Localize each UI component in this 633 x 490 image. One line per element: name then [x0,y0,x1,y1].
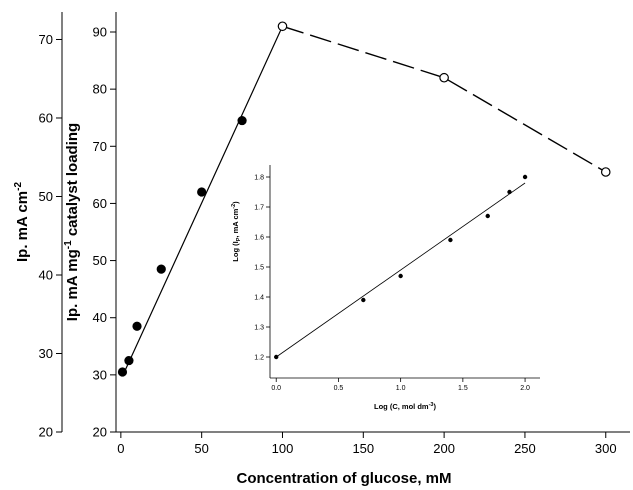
filled-data-point [117,367,128,377]
inner-y-tick-label: 60 [93,196,107,211]
open-data-point [600,167,611,177]
inset-data-point [361,297,366,303]
inset-data-point [485,213,490,219]
x-axis-title: Concentration of glucose, mM [236,470,451,487]
inset-data-point [522,174,528,180]
inner-y-tick-label: 90 [93,25,107,40]
inset-data-point [507,189,512,195]
inset-data-point [448,237,453,243]
filled-data-point [132,321,142,331]
inset-x-tick-label: 0.5 [334,385,344,392]
x-tick-label: 50 [194,441,208,456]
inset-y-tick-label: 1.8 [254,175,264,182]
inset-x-tick-label: 0.0 [271,385,281,392]
outer-y-title-sup: -2 [13,182,24,191]
inset-x-title-post: ) [433,402,436,411]
outer-y-tick-label: 70 [39,32,53,47]
main-plot: 0 50 100 150 200 250 300 20 30 40 50 60 70 80 90 20 30 40… [13,12,630,487]
inset-plot: 0.0 0.5 1.0 1.5 2.0 1.2 1.3 1.4 1.5 1.6 1.7 1.8 Log … [231,165,540,411]
inner-y-title-main: Ip. mA mg [64,249,81,321]
inset-y-title-mid: , mA cm [231,208,240,237]
inset-y-title-sub: P [236,237,242,241]
inset-x-tick-label: 2.0 [520,385,530,392]
inset-y-axis-title: Log (IP, mA cm-2) [231,201,242,262]
inset-x-axis-title: Log (C, mol dm-3) [374,402,436,411]
inset-y-tick-label: 1.4 [254,295,264,302]
inset-data-point [398,273,403,279]
inset-y-tick-label: 1.3 [254,325,264,332]
inner-y-tick-label: 20 [93,425,107,440]
inset-y-tick-label: 1.2 [254,355,264,362]
inset-y-tick-label: 1.7 [254,205,264,212]
outer-y-tick-label: 40 [39,267,53,282]
inset-x-tick-label: 1.5 [458,385,468,392]
inset-data-point [274,354,279,360]
inset-fit-line [275,182,526,358]
inset-x-title-sup: -3 [429,402,434,408]
outer-y-tick-label: 20 [39,425,53,440]
inner-y-tick-label: 50 [93,253,107,268]
inner-y-tick-label: 70 [93,139,107,154]
outer-y-title-main: Ip. mA cm [14,191,31,262]
x-tick-label: 150 [352,441,374,456]
inset-y-title-sup: -2 [231,204,237,209]
x-tick-label: 250 [514,441,536,456]
x-tick-label: 200 [433,441,455,456]
filled-data-point [197,187,207,197]
filled-data-point [237,115,247,126]
inner-y-axis-title: Ip. mA mg-1 catalyst loading [63,123,81,321]
inset-x-title-pre: Log (C, mol dm [374,402,429,411]
filled-data-point [124,355,134,366]
outer-y-tick-label: 50 [39,189,53,204]
outer-y-axis-title: Ip. mA cm-2 [13,182,31,262]
inner-y-tick-label: 40 [93,310,107,325]
open-data-point [277,21,288,32]
open-data-point [439,72,449,83]
x-tick-label: 0 [117,441,124,456]
outer-y-tick-label: 60 [39,110,53,125]
inner-y-title-end: catalyst loading [64,123,81,241]
inset-y-tick-label: 1.5 [254,265,264,272]
linear-fit-line [125,26,284,370]
dashed-trend-line [282,25,607,173]
inset-x-tick-label: 1.0 [396,385,406,392]
inset-y-tick-label: 1.6 [254,235,264,242]
inner-y-tick-label: 30 [93,367,107,382]
inner-y-title-sup: -1 [63,240,74,249]
outer-y-tick-label: 30 [39,346,53,361]
x-tick-label: 300 [595,441,617,456]
filled-data-point [156,264,166,274]
inset-y-title-pre: Log (I [231,241,240,261]
inset-y-title-post: ) [231,201,240,204]
x-tick-label: 100 [272,441,294,456]
inner-y-tick-label: 80 [93,82,107,97]
